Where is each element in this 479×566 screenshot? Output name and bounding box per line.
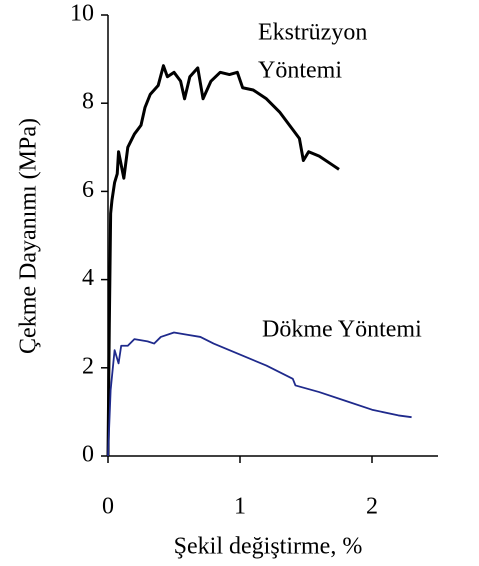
annotation: Dökme Yöntemi	[262, 317, 422, 343]
x-tick-label: 0	[102, 494, 114, 520]
x-axis-label: Şekil değiştirme, %	[174, 534, 363, 560]
y-tick-label: 2	[82, 353, 94, 379]
line-series	[106, 64, 340, 457]
y-tick-label: 0	[82, 442, 94, 468]
x-tick-label: 2	[366, 494, 378, 520]
line-series	[107, 331, 412, 457]
y-tick-label: 6	[82, 177, 94, 203]
y-tick-label: 10	[70, 1, 94, 27]
y-tick-label: 4	[82, 265, 94, 291]
annotation: Ekstrüzyon	[258, 20, 367, 46]
annotation: Yöntemi	[258, 58, 342, 84]
x-tick-label: 1	[234, 494, 246, 520]
y-tick-label: 8	[82, 89, 94, 115]
y-axis-label: Çekme Dayanımı (MPa)	[16, 118, 42, 354]
